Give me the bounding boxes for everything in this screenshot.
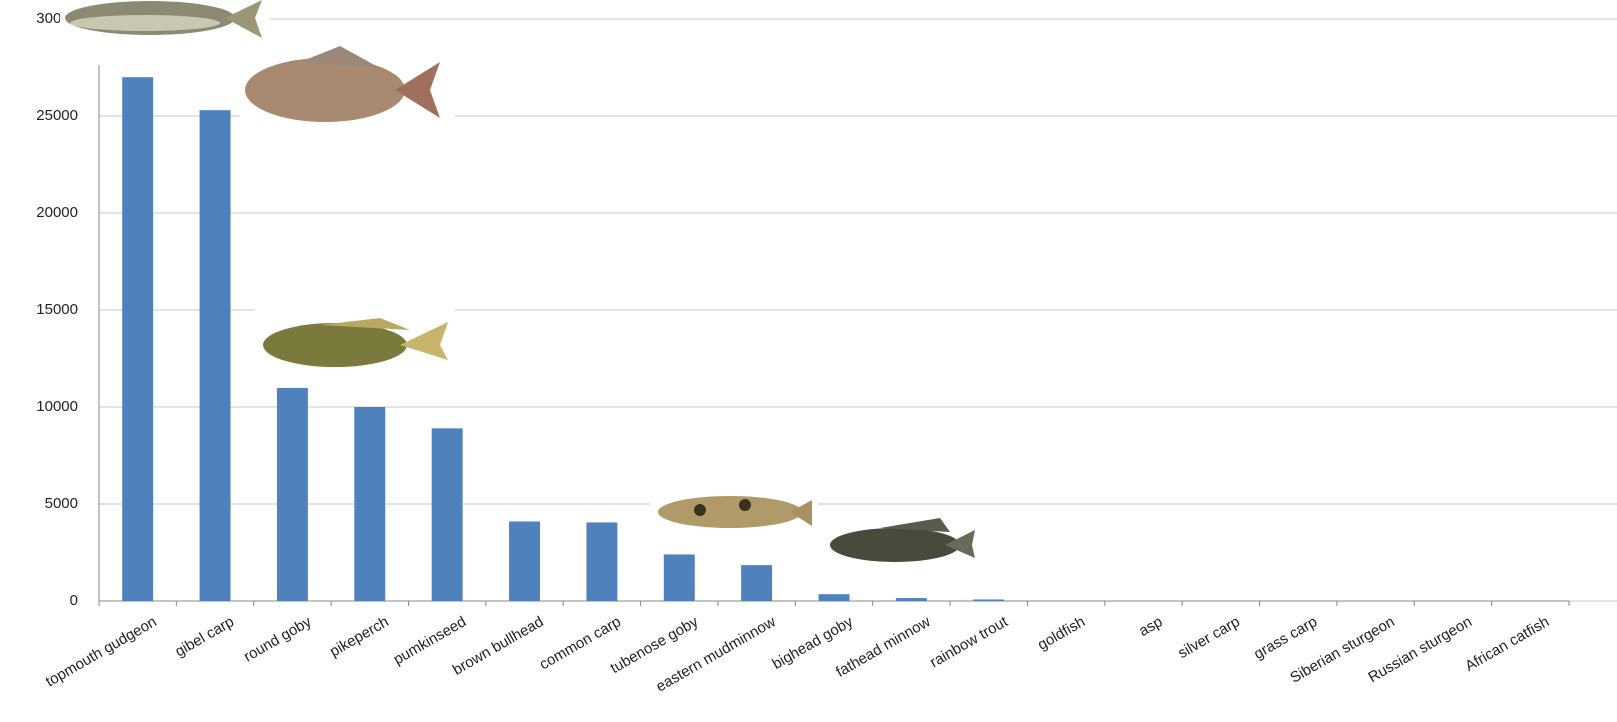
fish-round-goby (255, 308, 455, 388)
bar (895, 598, 927, 601)
fish-topmouth-gudgeon (60, 0, 270, 50)
x-tick-label: rainbow trout (927, 613, 1011, 671)
bar (741, 565, 773, 601)
fish-tubenose-goby (650, 485, 818, 535)
x-tick-label: grass carp (1251, 613, 1320, 663)
x-tick-label: round goby (241, 613, 315, 666)
bar (431, 428, 463, 601)
bar (276, 387, 308, 601)
fish-bighead-goby (825, 510, 980, 580)
fish-images (60, 0, 980, 580)
x-tick-label: goldfish (1035, 613, 1088, 654)
x-tick-label: African catfish (1462, 613, 1552, 675)
x-tick-label: topmouth gudgeon (43, 613, 160, 690)
x-tick-label: gibel carp (172, 613, 237, 660)
y-tick-label: 25000 (36, 107, 78, 124)
bar (122, 77, 154, 601)
bar (586, 522, 618, 601)
x-tick-label: silver carp (1175, 613, 1243, 662)
y-tick-label: 5000 (45, 495, 78, 512)
x-tick-label: asp (1136, 613, 1165, 640)
y-tick-label: 15000 (36, 301, 78, 318)
fish-gibel-carp (240, 42, 455, 137)
bar (973, 599, 1005, 601)
bar (818, 594, 850, 601)
y-tick-label: 20000 (36, 204, 78, 221)
x-tick-label: pikeperch (327, 613, 392, 660)
bar (199, 110, 231, 602)
y-tick-label: 10000 (36, 398, 78, 415)
bar (663, 554, 695, 601)
bar (354, 407, 386, 601)
bar (509, 521, 540, 601)
y-tick-label: 0 (70, 592, 78, 609)
